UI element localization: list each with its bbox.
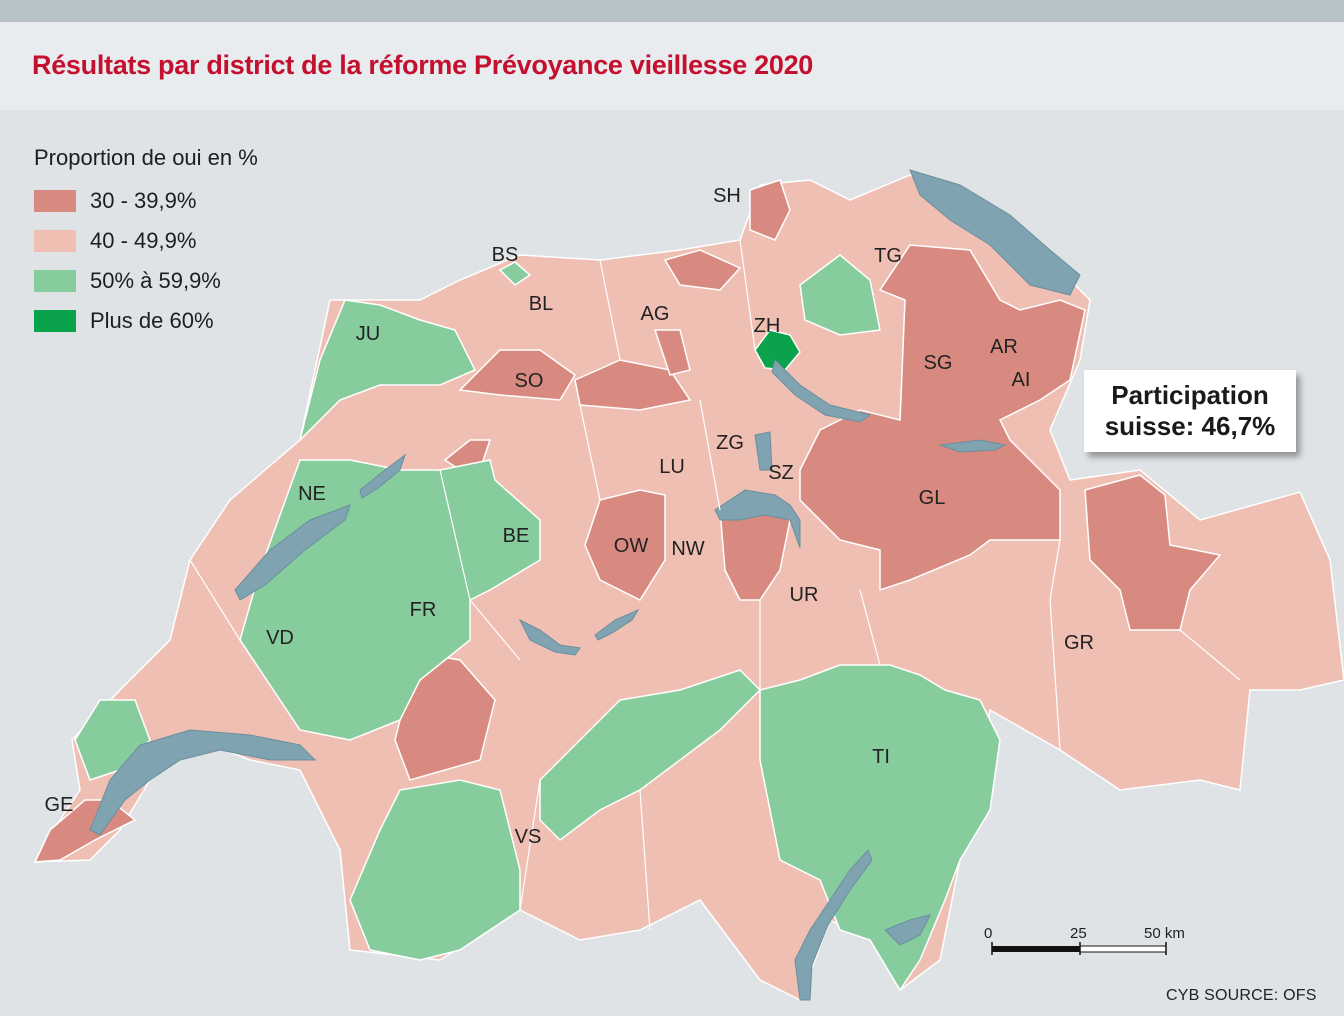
lake-zug (754, 431, 773, 471)
legend: Proportion de oui en % 30 - 39,9% 40 - 4… (34, 145, 258, 341)
lake-zurich (771, 359, 872, 423)
participation-line2: suisse: 46,7% (1104, 411, 1276, 441)
lake-biel (359, 453, 406, 499)
district-gr-large (1084, 474, 1222, 631)
canton-label-zh: ZH (754, 315, 781, 337)
header (0, 22, 1344, 110)
lake-geneva (89, 729, 317, 836)
canton-label-zg: ZG (716, 432, 744, 454)
districts-30-39 (33, 179, 1222, 863)
border-line (439, 469, 521, 661)
scale-tick-0: 0 (984, 925, 993, 942)
district-vd-west (74, 699, 151, 781)
canton-label-ag: AG (641, 303, 670, 325)
district-vs-green (349, 779, 521, 961)
legend-label: 40 - 49,9% (90, 228, 197, 253)
lake-walensee (939, 439, 1007, 453)
border-line (189, 559, 261, 671)
source-credit: CYB SOURCE: OFS (1166, 987, 1317, 1004)
district-zh-green (799, 254, 881, 336)
canton-label-sh: SH (713, 185, 741, 207)
border-line (639, 789, 651, 931)
switzerland-map: SH BS TG BL AG ZH JU AR SG AI SO ZG LU S… (33, 169, 1344, 1002)
lakes (89, 169, 1081, 1001)
canton-label-vs: VS (515, 826, 542, 848)
legend-swatch (34, 270, 76, 292)
legend-item-60-plus: Plus de 60% (34, 301, 258, 341)
lake-neuchatel (234, 504, 351, 601)
canton-label-gl: GL (919, 487, 946, 509)
border-line (739, 239, 756, 351)
border-line (519, 779, 541, 911)
district-ju (298, 299, 477, 443)
canton-label-tg: TG (874, 245, 902, 267)
canton-label-so: SO (515, 370, 544, 392)
canton-label-vd: VD (266, 627, 294, 649)
canton-label-sz: SZ (768, 462, 794, 484)
district-ow (584, 489, 666, 601)
border-line (1179, 629, 1241, 681)
legend-label: 50% à 59,9% (90, 268, 221, 293)
canton-label-ge: GE (45, 794, 74, 816)
legend-title: Proportion de oui en % (34, 145, 258, 170)
district-borders (189, 239, 1241, 931)
legend-label: Plus de 60% (90, 308, 214, 333)
canton-labels: SH BS TG BL AG ZH JU AR SG AI SO ZG LU S… (45, 185, 1094, 848)
scale-tick-50: 50 km (1144, 925, 1185, 942)
district-east-large (799, 244, 1086, 592)
canton-label-ti: TI (872, 746, 890, 768)
canton-label-ne: NE (298, 483, 326, 505)
district-so (458, 349, 576, 401)
lake-thun (518, 618, 581, 656)
district-sh (749, 179, 791, 241)
canton-label-ai: AI (1012, 369, 1031, 391)
district-vs-mid-green (539, 669, 762, 841)
legend-item-30-39: 30 - 39,9% (34, 181, 258, 221)
canton-label-bl: BL (529, 293, 553, 315)
legend-swatch (34, 190, 76, 212)
district-ag-mid (653, 329, 691, 376)
canton-label-nw: NW (671, 538, 704, 560)
canton-label-ow: OW (614, 535, 649, 557)
canton-label-sg: SG (924, 352, 953, 374)
district-ti (759, 664, 1001, 992)
canton-label-fr: FR (410, 599, 437, 621)
participation-line1: Participation (1111, 380, 1269, 410)
scale-bar: 0 25 50 km (984, 925, 1190, 965)
lake-lucerne (714, 489, 801, 549)
canton-label-ju: JU (356, 323, 380, 345)
canton-label-gr: GR (1064, 632, 1094, 654)
district-ag-north (663, 249, 742, 291)
canton-label-be: BE (503, 525, 530, 547)
map-title: Résultats par district de la réforme Pré… (32, 50, 814, 80)
canton-label-ar: AR (990, 336, 1018, 358)
border-line (699, 399, 721, 511)
canton-label-ur: UR (790, 584, 819, 606)
lake-brienz (594, 608, 640, 641)
participation-box: Participation suisse: 46,7% (1084, 370, 1296, 452)
scale-graphic (991, 942, 1167, 955)
legend-item-50-59: 50% à 59,9% (34, 261, 258, 301)
legend-swatch (34, 310, 76, 332)
lake-lugano (884, 914, 931, 946)
top-bar (0, 0, 1344, 22)
legend-swatch (34, 230, 76, 252)
canton-label-lu: LU (659, 456, 685, 478)
district-bs (498, 261, 532, 286)
border-line (579, 404, 601, 501)
lake-constance (909, 169, 1081, 296)
scale-segment-dark (992, 946, 1080, 952)
border-line (859, 589, 881, 666)
legend-label: 30 - 39,9% (90, 188, 197, 213)
border-line (1049, 539, 1061, 751)
legend-item-40-49: 40 - 49,9% (34, 221, 258, 261)
district-zh-city (754, 329, 801, 371)
scale-tick-25: 25 (1070, 925, 1087, 942)
scale-segment-light (1079, 945, 1167, 953)
border-line (599, 259, 621, 361)
canton-label-bs: BS (492, 244, 519, 266)
lake-maggiore (794, 849, 873, 1001)
